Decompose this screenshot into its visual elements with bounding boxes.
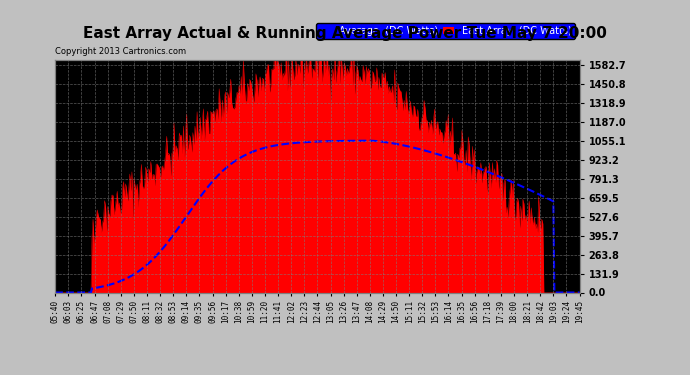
Text: East Array Actual & Running Average Power Tue May 7 20:00: East Array Actual & Running Average Powe… bbox=[83, 26, 607, 41]
Legend: Average  (DC Watts), East Array  (DC Watts): Average (DC Watts), East Array (DC Watts… bbox=[316, 23, 575, 39]
Text: Copyright 2013 Cartronics.com: Copyright 2013 Cartronics.com bbox=[55, 47, 186, 56]
